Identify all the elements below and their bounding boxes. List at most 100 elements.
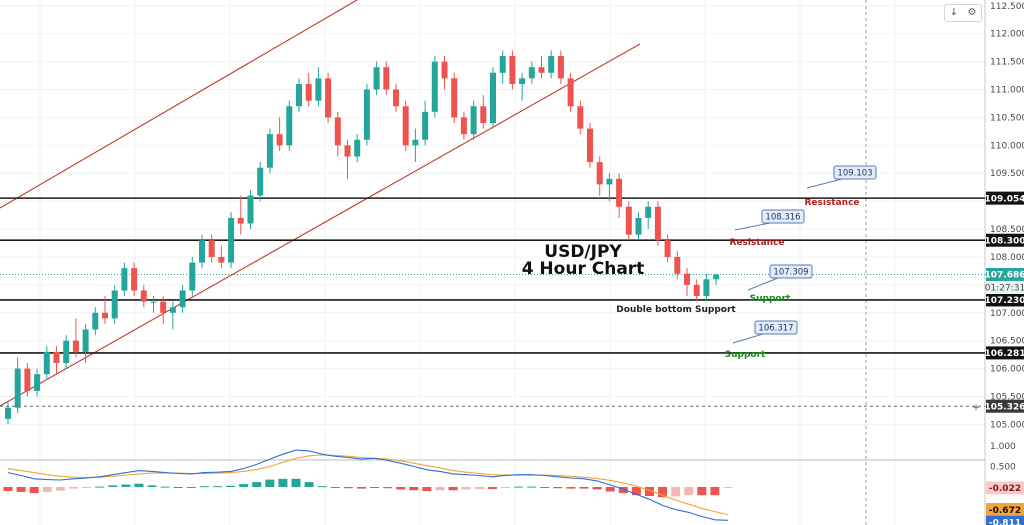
candle: [548, 50, 555, 79]
macd-histogram-bar: [278, 478, 288, 487]
gear-icon[interactable]: ⚙: [967, 7, 977, 18]
macd-histogram-bar: [514, 486, 524, 488]
macd-histogram-bar: [579, 487, 589, 489]
macd-histogram-bar: [291, 478, 301, 487]
candle-body: [257, 167, 264, 196]
level-price-tag-bg: [986, 233, 1024, 247]
candle-body: [713, 274, 720, 280]
macd-histogram-bar: [618, 487, 628, 494]
candle: [257, 162, 264, 202]
macd-histogram-bar: [671, 487, 681, 497]
level-price-tag: 107.230: [985, 296, 1024, 306]
candle-body: [296, 83, 302, 107]
y-tick-label: 106.500: [990, 337, 1024, 347]
candle: [373, 61, 380, 96]
macd-histogram-bar: [566, 487, 576, 489]
candle: [334, 111, 341, 157]
candle-body: [179, 290, 186, 308]
candle: [296, 78, 302, 112]
level-price-tag-bg: [986, 346, 1024, 360]
macd-histogram-bar: [684, 487, 694, 496]
callout-note: Resistance: [804, 198, 859, 208]
macd-histogram-bar: [173, 487, 183, 488]
candle: [199, 234, 205, 269]
candle: [470, 100, 477, 140]
callout-box: [769, 264, 813, 279]
candle-body: [567, 78, 574, 107]
candle-body: [189, 262, 196, 291]
candle: [63, 335, 70, 369]
candle-body: [102, 312, 108, 319]
scroll-down-icon[interactable]: ↓: [949, 7, 959, 18]
macd-histogram-bar: [487, 487, 497, 490]
macd-histogram-bar: [134, 483, 144, 487]
candle: [5, 402, 11, 425]
candle: [480, 95, 487, 129]
y-tick-label: 110.000: [990, 141, 1024, 151]
candle-body: [451, 78, 458, 118]
macd-histogram-bar: [448, 487, 458, 491]
macd-histogram-bar: [121, 484, 131, 487]
callout-value: 109.103: [837, 169, 872, 179]
candle-body: [121, 268, 128, 291]
macd-histogram-bar: [29, 487, 39, 494]
candle-body: [703, 279, 710, 297]
candle-body: [5, 407, 11, 419]
macd-histogram-tag-bg: [986, 481, 1024, 495]
candle: [635, 212, 642, 241]
candle: [43, 346, 50, 380]
macd-histogram-bar: [605, 487, 615, 492]
candle-body: [490, 72, 496, 124]
candle: [14, 357, 21, 414]
y-tick-label: 105.500: [990, 393, 1024, 403]
macd-histogram-bar: [160, 486, 170, 488]
y-tick-label: 112.500: [990, 2, 1024, 12]
callout-note: Support: [750, 294, 791, 304]
macd-histogram-bar: [330, 487, 340, 488]
macd-histogram-bar: [474, 487, 484, 490]
candle: [315, 67, 322, 107]
macd-histogram-bar: [82, 487, 92, 488]
macd-histogram-bar: [356, 487, 366, 489]
candle: [218, 245, 225, 269]
candle-body: [14, 368, 21, 408]
candle-body: [557, 56, 564, 79]
macd-histogram-bar: [500, 487, 510, 488]
macd-histogram-bar: [540, 487, 550, 488]
candle: [625, 201, 632, 241]
callout-value: 107.309: [773, 268, 808, 278]
candle: [490, 67, 496, 129]
macd-histogram-bar: [108, 485, 118, 487]
candle-body: [470, 106, 477, 135]
callout-pointer: [732, 333, 764, 344]
candle: [577, 100, 584, 135]
y-tick-label: 105.000: [990, 420, 1024, 430]
candle-body: [528, 67, 535, 79]
candle: [703, 273, 710, 302]
macd-histogram-bar: [55, 487, 65, 491]
candle: [286, 100, 293, 151]
level-price-tag: 106.281: [985, 349, 1024, 359]
y-tick-label: 109.500: [990, 169, 1024, 179]
candle-body: [344, 145, 351, 157]
candle-body: [315, 78, 322, 101]
level-price-tag: 108.300: [985, 236, 1024, 246]
candle: [179, 284, 186, 313]
candle: [422, 100, 429, 146]
price-callouts: 109.103 Resistance 108.316 Resistance 107.30…: [725, 165, 877, 360]
candle-body: [199, 240, 205, 263]
macd-panel: 1.000 0.500 -0.022 -0.672 -0.811: [3, 442, 1024, 525]
macd-histogram-bar: [265, 479, 275, 487]
candle: [402, 100, 409, 151]
candle: [654, 201, 661, 246]
candle: [111, 284, 118, 324]
candle: [325, 72, 332, 124]
candle-body: [402, 106, 409, 146]
macd-y-tick-label: 1.000: [990, 442, 1016, 452]
candle-body: [577, 106, 584, 129]
macd-histogram-bar: [147, 485, 157, 487]
candle: [305, 72, 312, 107]
countdown-bg: [986, 280, 1024, 294]
candle: [34, 368, 41, 397]
